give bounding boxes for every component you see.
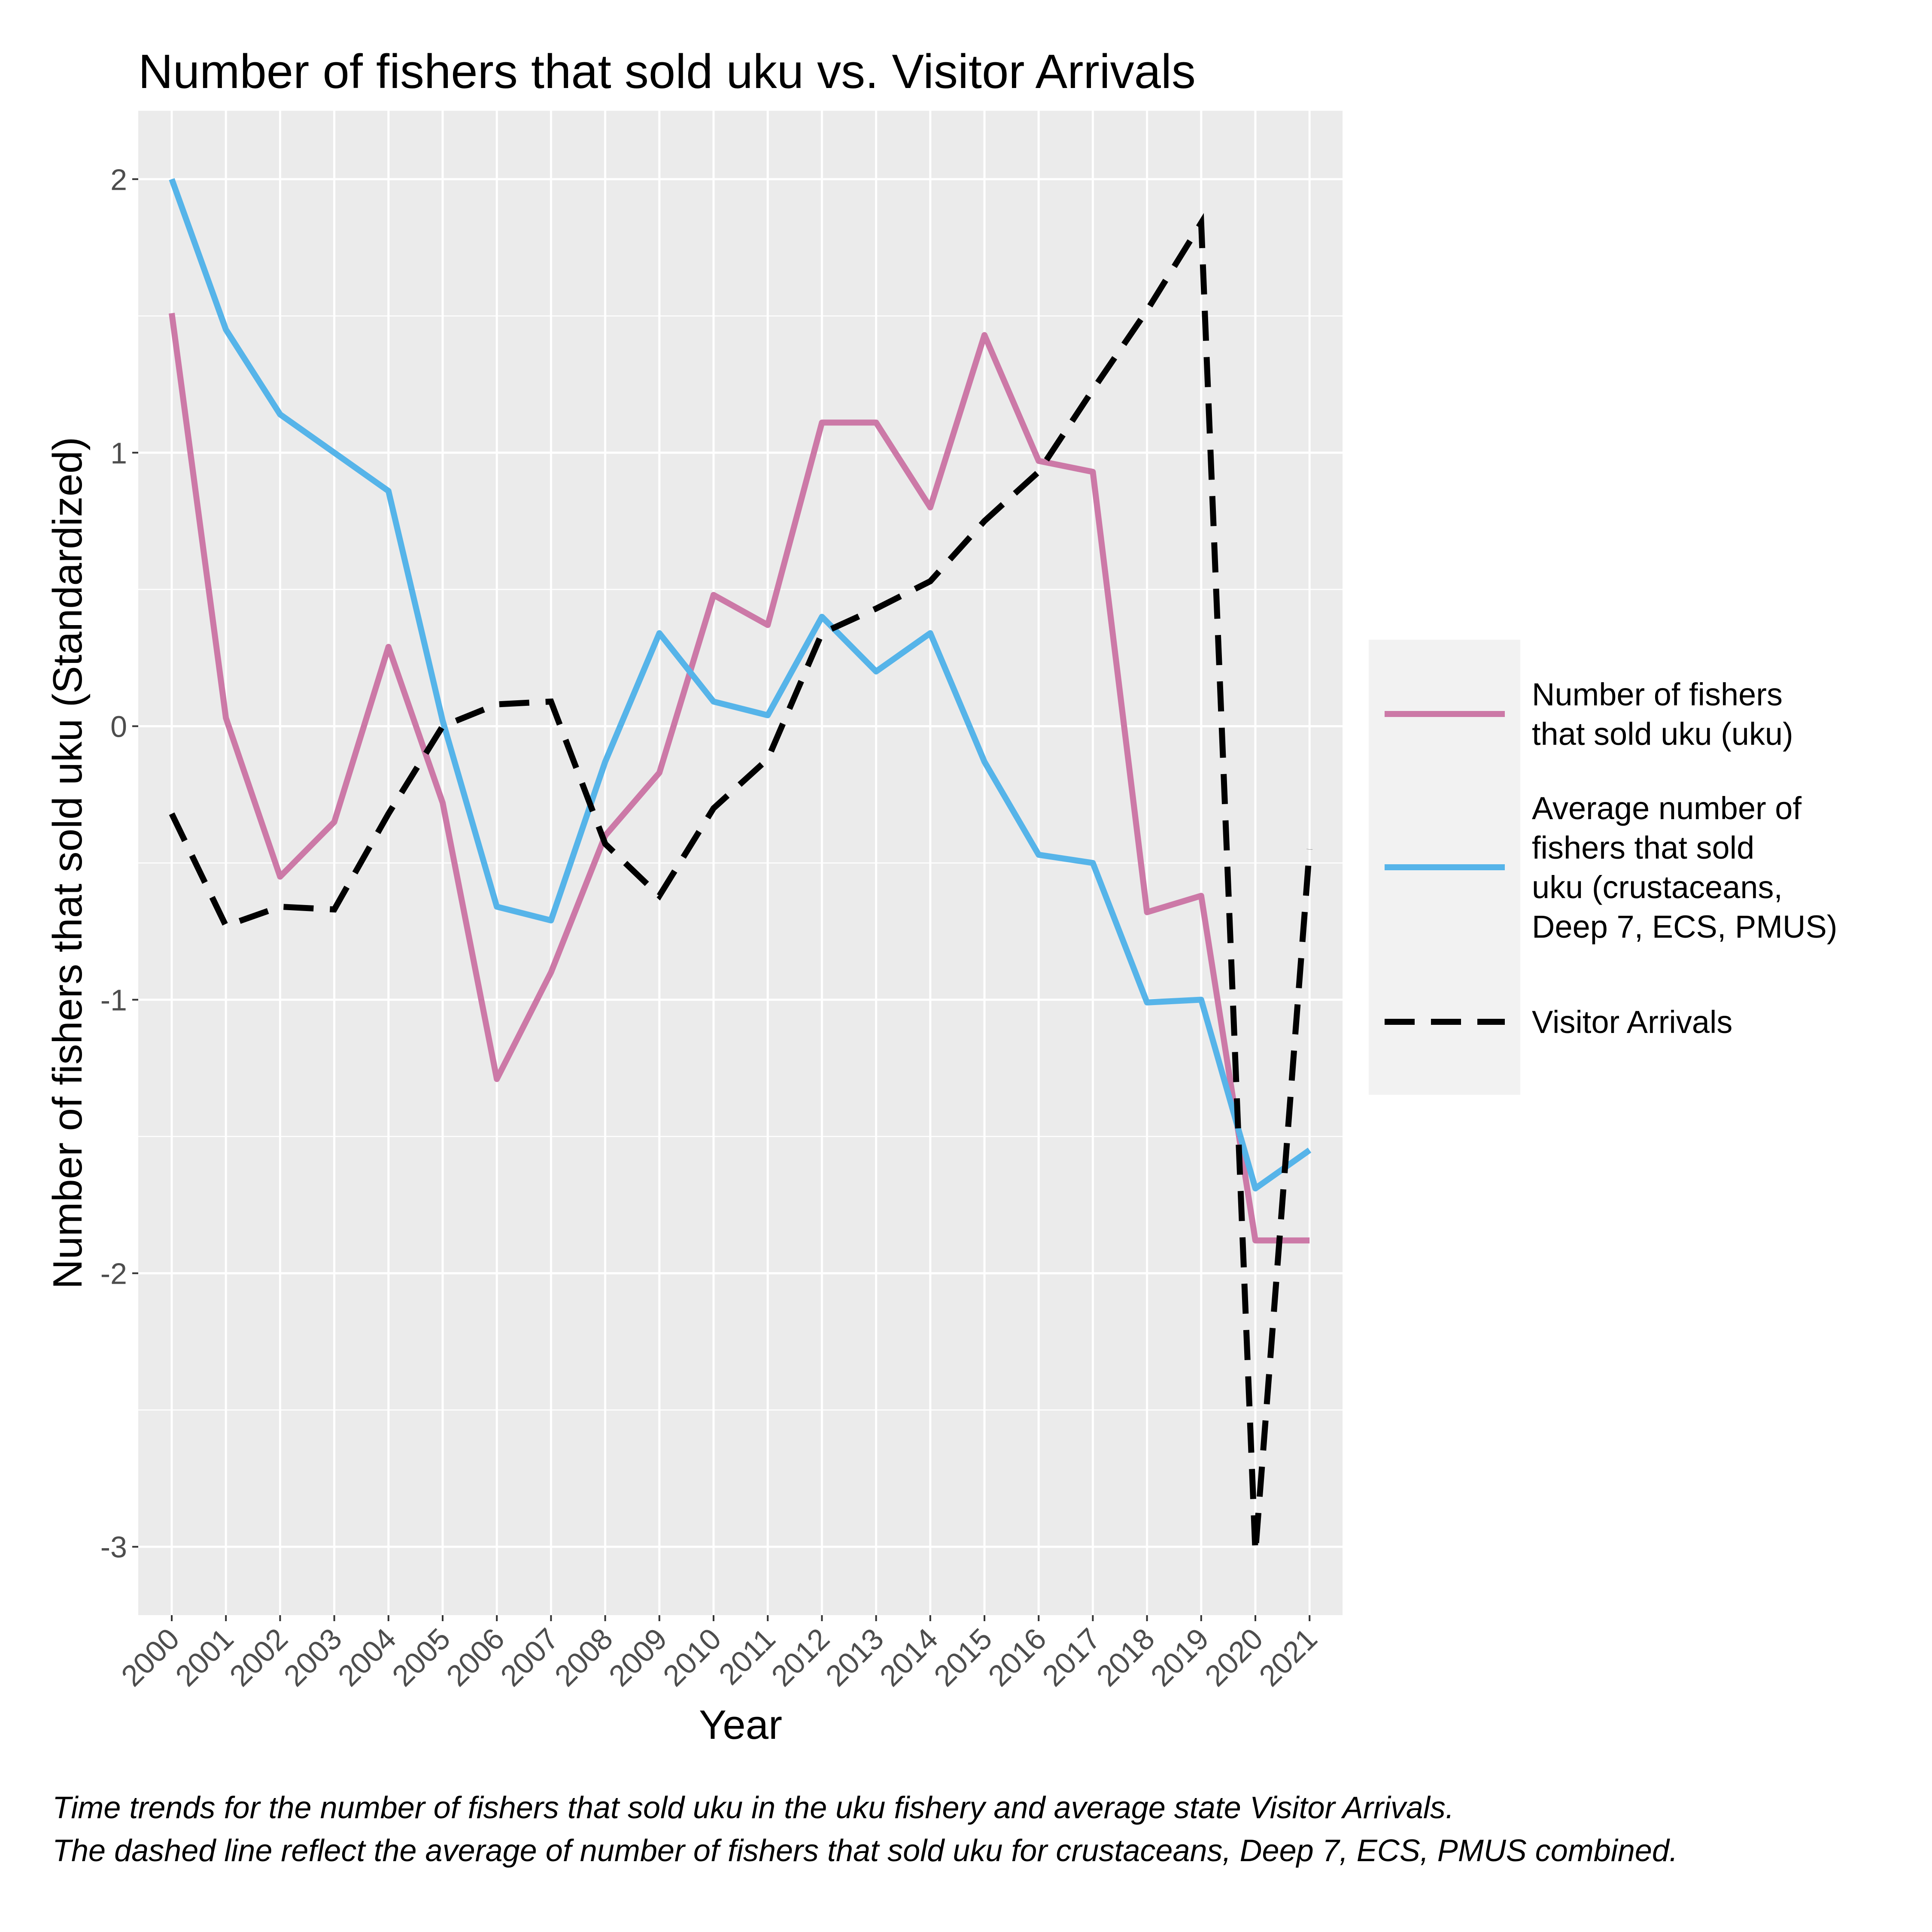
- x-tick-label: 2010: [656, 1622, 727, 1692]
- x-tick-label: 2016: [982, 1622, 1053, 1692]
- x-tick-label: 2004: [331, 1622, 402, 1692]
- x-axis-title: Year: [699, 1702, 782, 1748]
- y-tick-label: -1: [100, 984, 127, 1017]
- legend-label-2: uku (crustaceans,: [1532, 869, 1783, 905]
- x-tick-label: 2012: [765, 1622, 836, 1692]
- chart-title: Number of fishers that sold uku vs. Visi…: [138, 45, 1196, 98]
- y-tick-label: 2: [110, 163, 127, 196]
- x-axis: 2000200120022003200420052006200720082009…: [115, 1615, 1324, 1693]
- x-tick-label: 2017: [1036, 1622, 1107, 1692]
- y-tick-label: -3: [100, 1531, 127, 1564]
- y-tick-label: 1: [110, 436, 127, 470]
- series-layer: [169, 178, 1313, 1553]
- x-tick-label: 2000: [115, 1622, 185, 1692]
- x-tick-label: 2002: [223, 1622, 294, 1692]
- legend-label-2: fishers that sold: [1532, 830, 1754, 866]
- x-tick-label: 2009: [602, 1622, 673, 1692]
- series-line-1: [169, 313, 1310, 1244]
- x-tick-label: 2020: [1198, 1622, 1269, 1692]
- caption: Time trends for the number of fishers th…: [52, 1791, 1678, 1868]
- x-tick-label: 2013: [819, 1622, 890, 1692]
- x-tick-label: 2006: [440, 1622, 511, 1692]
- x-tick-label: 2005: [386, 1622, 456, 1692]
- x-tick-label: 2018: [1090, 1622, 1161, 1692]
- grid: [138, 111, 1343, 1615]
- legend-label-1: that sold uku (uku): [1532, 716, 1793, 752]
- legend-label-2: Average number of: [1532, 790, 1801, 826]
- x-tick-label: 2011: [712, 1622, 782, 1691]
- legend-label-3: Visitor Arrivals: [1532, 1004, 1732, 1040]
- y-tick-label: -2: [100, 1257, 127, 1291]
- x-tick-label: 2019: [1144, 1622, 1215, 1692]
- y-axis: 2 1 0 -1 -2 -3: [100, 163, 138, 1564]
- legend-label-1: Number of fishers: [1532, 677, 1783, 712]
- y-tick-label: 0: [110, 710, 127, 743]
- legend-label-2: Deep 7, ECS, PMUS): [1532, 909, 1837, 945]
- x-tick-label: 2015: [927, 1622, 998, 1692]
- x-tick-label: 2001: [169, 1622, 240, 1692]
- series-line-2: [169, 178, 1312, 1192]
- x-tick-label: 2021: [1253, 1622, 1324, 1692]
- caption-line-1: Time trends for the number of fishers th…: [52, 1791, 1454, 1825]
- series-line-3: [169, 213, 1313, 1553]
- x-tick-label: 2014: [873, 1622, 944, 1692]
- legend: Number of fishers that sold uku (uku) Aver…: [1369, 640, 1837, 1095]
- caption-line-2: The dashed line reflect the average of n…: [52, 1834, 1678, 1868]
- x-tick-label: 2008: [548, 1622, 619, 1692]
- y-axis-title: Number of fishers that sold uku (Standar…: [45, 437, 91, 1289]
- x-tick-label: 2007: [494, 1622, 565, 1692]
- x-tick-label: 2003: [277, 1622, 348, 1692]
